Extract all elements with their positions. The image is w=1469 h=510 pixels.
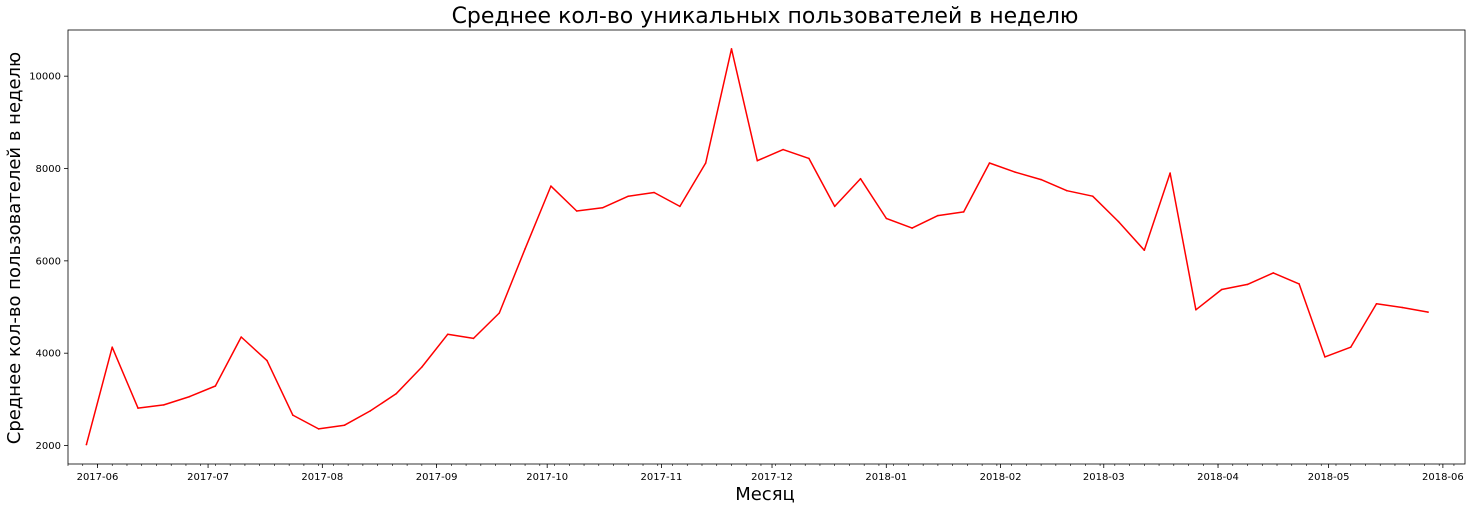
- data-point: [1040, 178, 1042, 181]
- x-tick-label: 2018-04: [1197, 472, 1239, 483]
- data-point: [833, 205, 836, 208]
- data-point: [627, 195, 630, 197]
- data-point: [1272, 272, 1275, 274]
- y-tick-label: 4000: [36, 349, 61, 360]
- data-point: [317, 428, 320, 430]
- y-tick-label: 2000: [36, 441, 61, 452]
- x-tick-label: 2017-12: [751, 472, 793, 483]
- series-line: [85, 48, 1429, 445]
- data-point: [524, 248, 526, 250]
- data-point: [885, 217, 888, 220]
- data-point: [575, 210, 578, 212]
- data-point: [1298, 283, 1300, 285]
- data-point: [369, 410, 372, 412]
- data-point: [292, 414, 294, 416]
- data-point: [653, 191, 655, 194]
- x-tick-label: 2018-03: [1083, 472, 1125, 483]
- x-tick-label: 2017-11: [641, 472, 683, 483]
- x-minor-ticks: [67, 464, 1455, 466]
- data-point: [1195, 309, 1197, 311]
- data-point: [1401, 306, 1404, 309]
- data-point: [163, 404, 165, 406]
- data-point: [550, 185, 552, 187]
- data-point: [1143, 249, 1146, 251]
- data-point: [446, 333, 449, 336]
- data-point: [808, 157, 810, 160]
- x-axis-label: Месяц: [735, 484, 795, 505]
- data-point: [240, 336, 242, 338]
- x-tick-label: 2018-06: [1422, 472, 1464, 483]
- data-point: [1324, 356, 1326, 358]
- data-point: [1375, 303, 1378, 305]
- x-tick-label: 2017-10: [526, 472, 568, 483]
- y-axis-label: Среднее кол-во пользователей в неделю: [4, 52, 25, 444]
- x-tick-label: 2018-02: [980, 472, 1022, 483]
- data-point: [911, 227, 913, 229]
- data-point: [937, 214, 939, 217]
- data-point: [859, 177, 862, 180]
- data-point: [1066, 189, 1068, 192]
- data-point: [1091, 195, 1094, 197]
- data-point: [1427, 311, 1429, 313]
- y-tick-label: 6000: [36, 256, 61, 267]
- x-tick-label: 2017-09: [416, 472, 458, 483]
- data-point: [679, 205, 681, 208]
- data-point: [472, 337, 475, 340]
- x-tick-label: 2017-06: [77, 472, 119, 483]
- data-point: [188, 395, 191, 398]
- x-tick-label: 2017-07: [187, 472, 229, 483]
- data-point: [214, 385, 217, 387]
- data-point: [85, 443, 88, 446]
- data-points: [85, 48, 1429, 446]
- data-point: [498, 312, 501, 314]
- data-point: [601, 207, 604, 209]
- data-point: [1117, 220, 1120, 223]
- plot-area: [67, 29, 1466, 465]
- data-point: [111, 346, 113, 349]
- data-point: [137, 407, 139, 409]
- x-tick-label: 2018-01: [865, 472, 907, 483]
- y-axis: 2000 4000 6000 8000 10000: [29, 72, 68, 452]
- data-point: [962, 211, 965, 213]
- data-point: [266, 359, 268, 362]
- data-point: [782, 148, 784, 151]
- data-point: [756, 159, 759, 162]
- data-point: [704, 162, 707, 164]
- data-point: [1169, 172, 1171, 174]
- data-point: [343, 424, 346, 427]
- x-axis: 2017-06 2017-07 2017-08 2017-09 2017-10 2017-…: [77, 464, 1464, 483]
- data-point: [1220, 288, 1223, 291]
- data-point: [395, 393, 397, 395]
- y-tick-label: 8000: [36, 164, 61, 175]
- x-tick-label: 2018-05: [1308, 472, 1350, 483]
- data-point: [988, 162, 991, 164]
- chart-title: Среднее кол-во уникальных пользователей …: [452, 4, 1079, 29]
- data-point: [730, 48, 733, 50]
- x-tick-label: 2017-08: [301, 472, 343, 483]
- data-point: [421, 366, 423, 368]
- y-tick-label: 10000: [29, 72, 61, 83]
- data-point: [1246, 283, 1249, 286]
- data-point: [1014, 171, 1017, 173]
- data-point: [1349, 346, 1352, 349]
